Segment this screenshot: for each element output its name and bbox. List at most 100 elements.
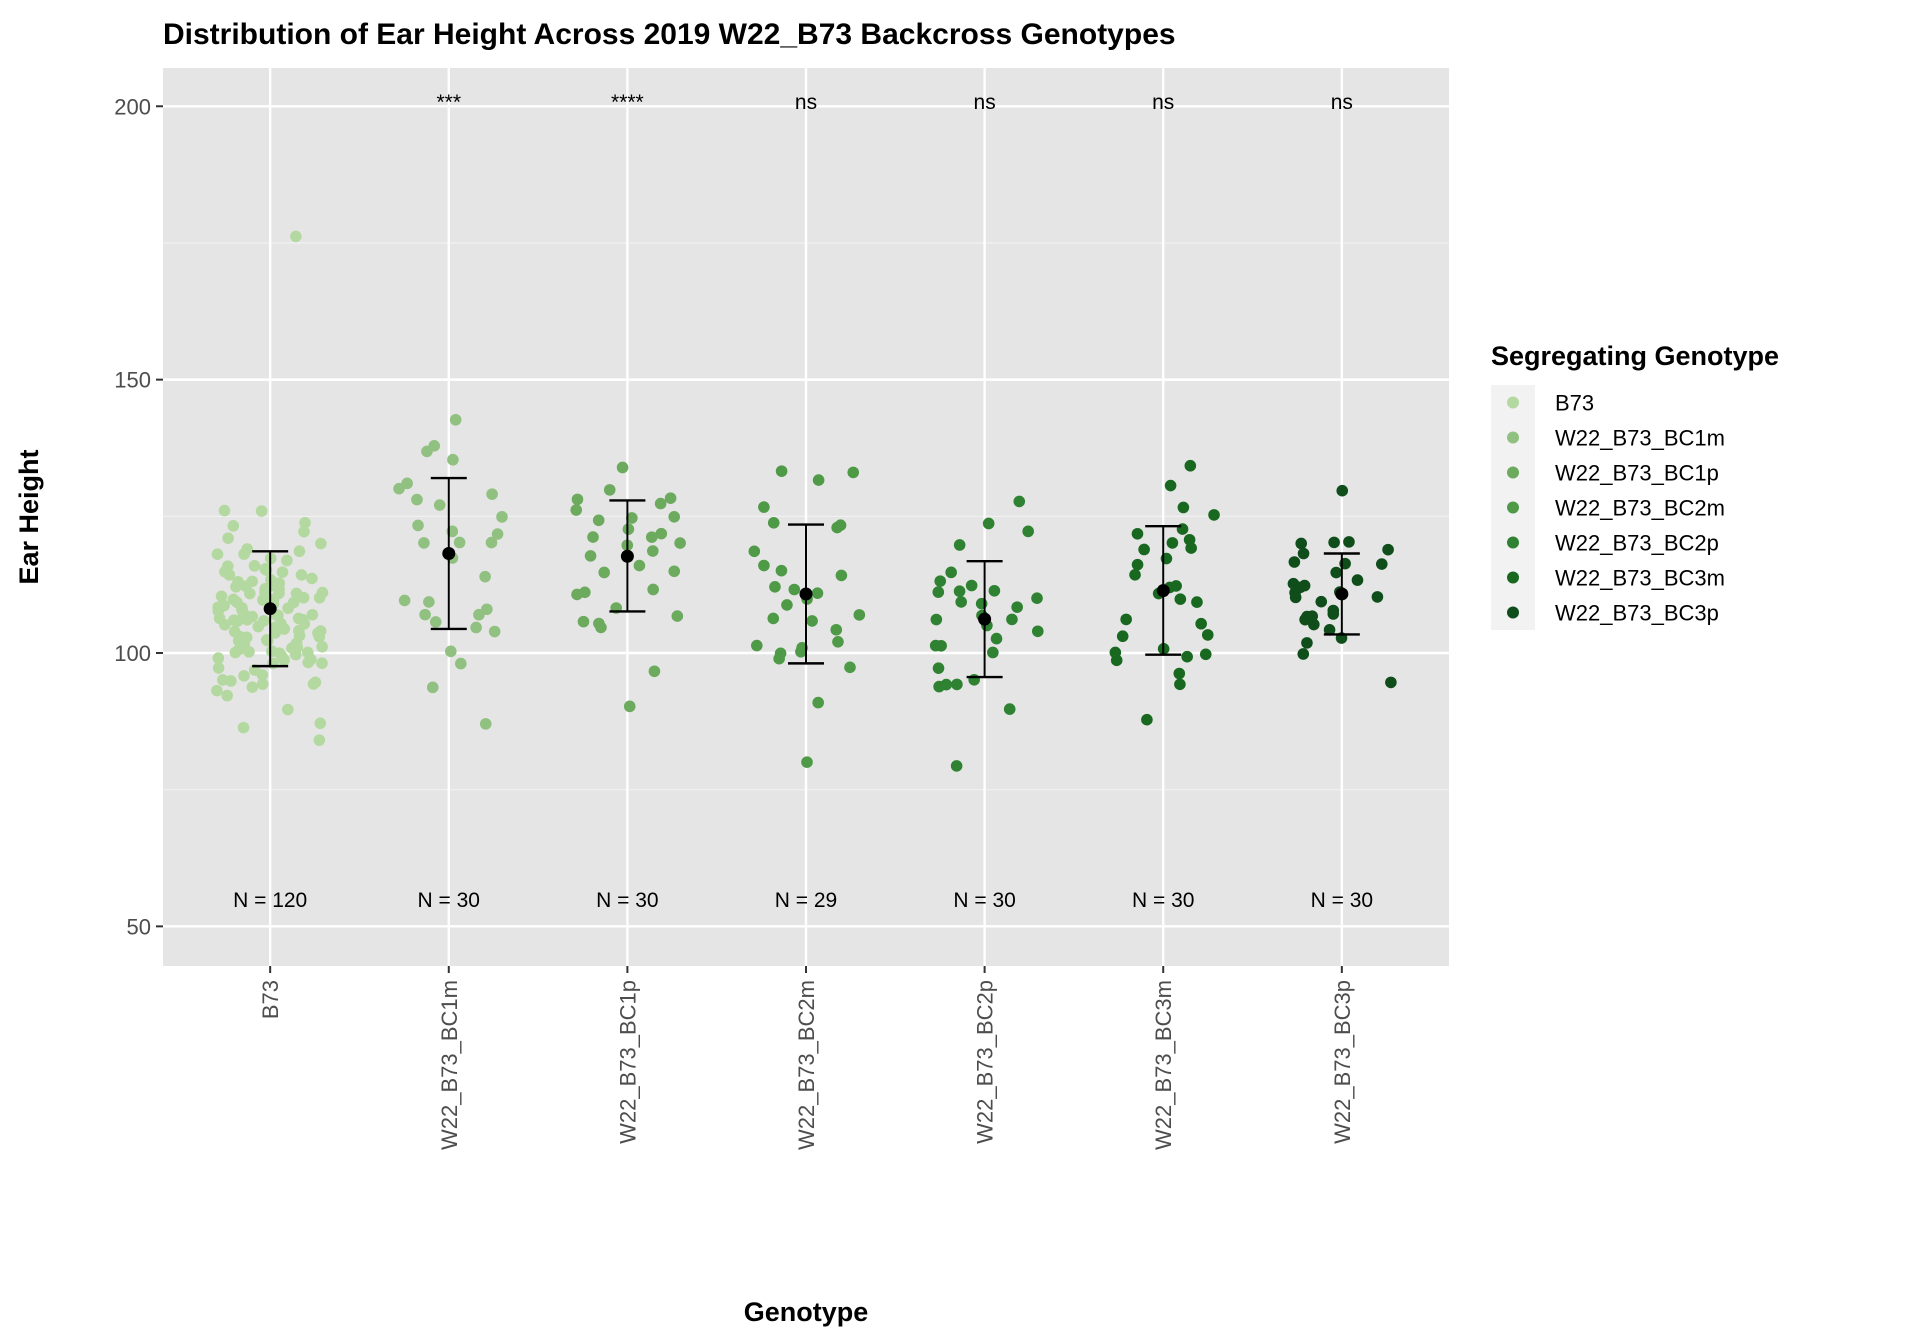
data-point [230,581,242,593]
mean-point [442,546,456,560]
data-point [1201,629,1214,641]
data-point [411,493,423,506]
significance-label: *** [437,91,462,114]
data-point [988,584,1001,597]
data-point [832,636,844,648]
data-point [1185,542,1197,554]
plot-marks: N = 120 *** N = 30 **** N = 30 ns N = 29 ns N = … [211,91,1397,912]
legend-title: Segregating Genotype [1491,341,1779,371]
data-point [470,621,482,634]
data-point [570,504,583,516]
data-point [252,620,265,633]
data-point [1297,547,1310,560]
data-point [1181,650,1193,663]
data-point [306,572,318,585]
data-point [655,527,668,540]
data-point [592,514,605,527]
data-point [316,640,328,653]
data-point [447,453,459,466]
data-point [302,656,315,669]
data-point [835,569,848,582]
significance-label: ns [1152,91,1174,114]
data-point [295,569,308,581]
mean-point [263,602,277,616]
significance-label: **** [611,91,644,114]
data-point [419,608,431,621]
data-point [486,488,498,500]
data-point [987,646,999,659]
data-point [788,583,801,596]
data-point [626,512,638,524]
data-point [934,575,947,587]
data-point [853,609,866,621]
data-point [281,554,293,567]
data-point [313,734,326,746]
data-point [314,717,327,730]
data-point [1375,558,1388,570]
data-point [299,516,311,529]
data-point [1174,593,1187,605]
data-point [769,581,781,593]
data-point [1013,495,1026,508]
x-axis-title: Genotype [744,1297,869,1327]
data-point [584,550,597,562]
legend-key [1507,466,1519,479]
data-point [293,545,306,558]
data-point [812,696,824,709]
n-label: N = 30 [1132,889,1194,912]
data-point [1173,667,1186,680]
data-point [674,537,686,549]
data-point [241,613,254,626]
data-point [571,493,584,506]
data-point [1003,703,1016,715]
series-W22_B73_BC2m [748,465,866,768]
data-point [212,601,224,614]
data-point [1323,624,1336,636]
data-point [1295,537,1308,550]
data-point [1315,595,1328,608]
data-point [767,612,780,625]
mean-point [1156,584,1170,598]
data-point [1129,569,1141,581]
data-point [1371,591,1384,603]
legend-key [1507,536,1519,549]
data-point [1184,459,1197,472]
data-point [647,583,659,596]
data-point [1308,618,1320,631]
data-point [1327,608,1340,620]
data-point [593,617,605,630]
data-point [1011,601,1023,613]
significance-label: ns [1331,91,1353,114]
n-label: N = 30 [596,889,658,912]
x-tick-label: B73 [258,980,283,1019]
data-point [847,466,860,479]
data-point [426,681,439,694]
data-point [623,700,636,713]
mean-point [620,549,634,563]
series-B73 [211,230,329,746]
data-point [418,537,430,549]
data-point [648,665,661,678]
data-point [616,461,629,474]
data-point [479,570,491,583]
data-point [453,536,466,549]
data-point [491,528,504,540]
legend: Segregating Genotype B73 W22_B73_BC1m W22_… [1491,341,1779,630]
data-point [243,646,255,658]
data-point [795,645,807,658]
data-point [1110,654,1123,667]
data-point [1022,525,1034,538]
data-point [945,566,957,579]
data-point [781,599,793,611]
data-point [496,511,508,523]
data-point [1301,637,1313,649]
data-point [433,499,446,511]
legend-label: W22_B73_BC3p [1555,601,1719,626]
x-tick-label: W22_B73_BC3p [1330,980,1355,1144]
data-point [312,627,324,639]
data-point [1031,592,1043,605]
data-point [1343,536,1355,548]
data-point [212,652,225,664]
data-point [244,587,256,600]
